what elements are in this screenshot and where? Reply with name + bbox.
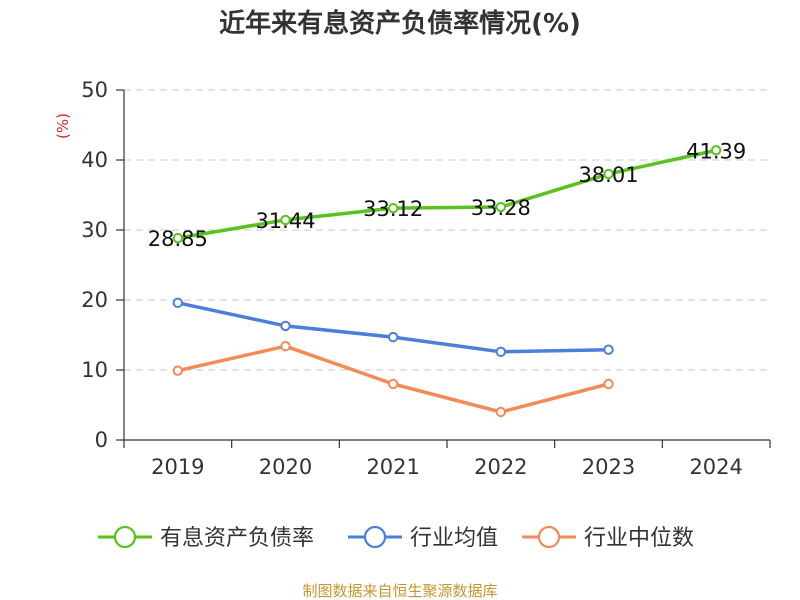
axes: 0 10 20 30 40 50 2019 2020 2021 2022 2023 2024 (81, 78, 771, 479)
legend-marker (537, 525, 561, 549)
legend-marker (363, 525, 387, 549)
series-line-1 (176, 148, 718, 240)
data-point (710, 145, 722, 156)
data-label: 28.85 (148, 227, 208, 251)
data-point (280, 320, 291, 332)
data-point (387, 202, 399, 214)
y-tick-label: 20 (81, 288, 108, 312)
y-tick-label: 40 (81, 148, 108, 172)
data-point (495, 201, 507, 213)
data-point (603, 378, 614, 390)
x-tick-label: 2019 (151, 455, 204, 479)
x-tick-label: 2023 (582, 455, 635, 479)
data-point (495, 406, 507, 418)
y-tick-label: 10 (81, 358, 108, 382)
data-point (172, 365, 184, 376)
data-label: 31.44 (255, 209, 315, 233)
data-point (495, 346, 507, 357)
data-label: 41.39 (686, 139, 746, 163)
y-tick-label: 30 (81, 218, 108, 242)
data-point (603, 168, 614, 180)
x-tick-label: 2021 (366, 455, 419, 479)
x-tick-label: 2024 (689, 455, 742, 479)
y-tick-label: 50 (81, 78, 108, 102)
data-point (280, 214, 291, 226)
chart-title: 近年来有息资产负债率情况(%) (219, 8, 581, 39)
legend[interactable]: 有息资产负债率 行业均值 行业中位数 (98, 525, 694, 551)
y-axis-label: (%) (54, 113, 72, 139)
series-group (172, 145, 722, 418)
legend-item-2[interactable]: 行业均值 (348, 525, 498, 551)
legend-item-1[interactable]: 有息资产负债率 (98, 525, 314, 551)
legend-item-3[interactable]: 行业中位数 (522, 525, 694, 551)
data-point (387, 331, 399, 343)
legend-label: 行业中位数 (584, 526, 694, 551)
data-label: 33.28 (471, 196, 531, 220)
source-note: 制图数据来自恒生聚源数据库 (302, 582, 497, 600)
data-point (280, 341, 291, 352)
x-tick-label: 2022 (474, 455, 527, 479)
y-tick-label: 0 (95, 428, 108, 452)
data-label: 33.12 (363, 197, 423, 221)
legend-marker (113, 525, 137, 549)
legend-label: 行业均值 (410, 526, 498, 551)
data-point (172, 297, 184, 308)
data-point (172, 232, 184, 244)
legend-label: 有息资产负债率 (160, 526, 314, 551)
data-point (387, 378, 399, 390)
x-tick-label: 2020 (259, 455, 312, 479)
data-labels: 28.85 31.44 33.12 33.28 38.01 41.39 (148, 139, 746, 251)
data-point (603, 344, 614, 355)
series-line-2 (176, 301, 611, 354)
data-label: 38.01 (578, 163, 638, 187)
